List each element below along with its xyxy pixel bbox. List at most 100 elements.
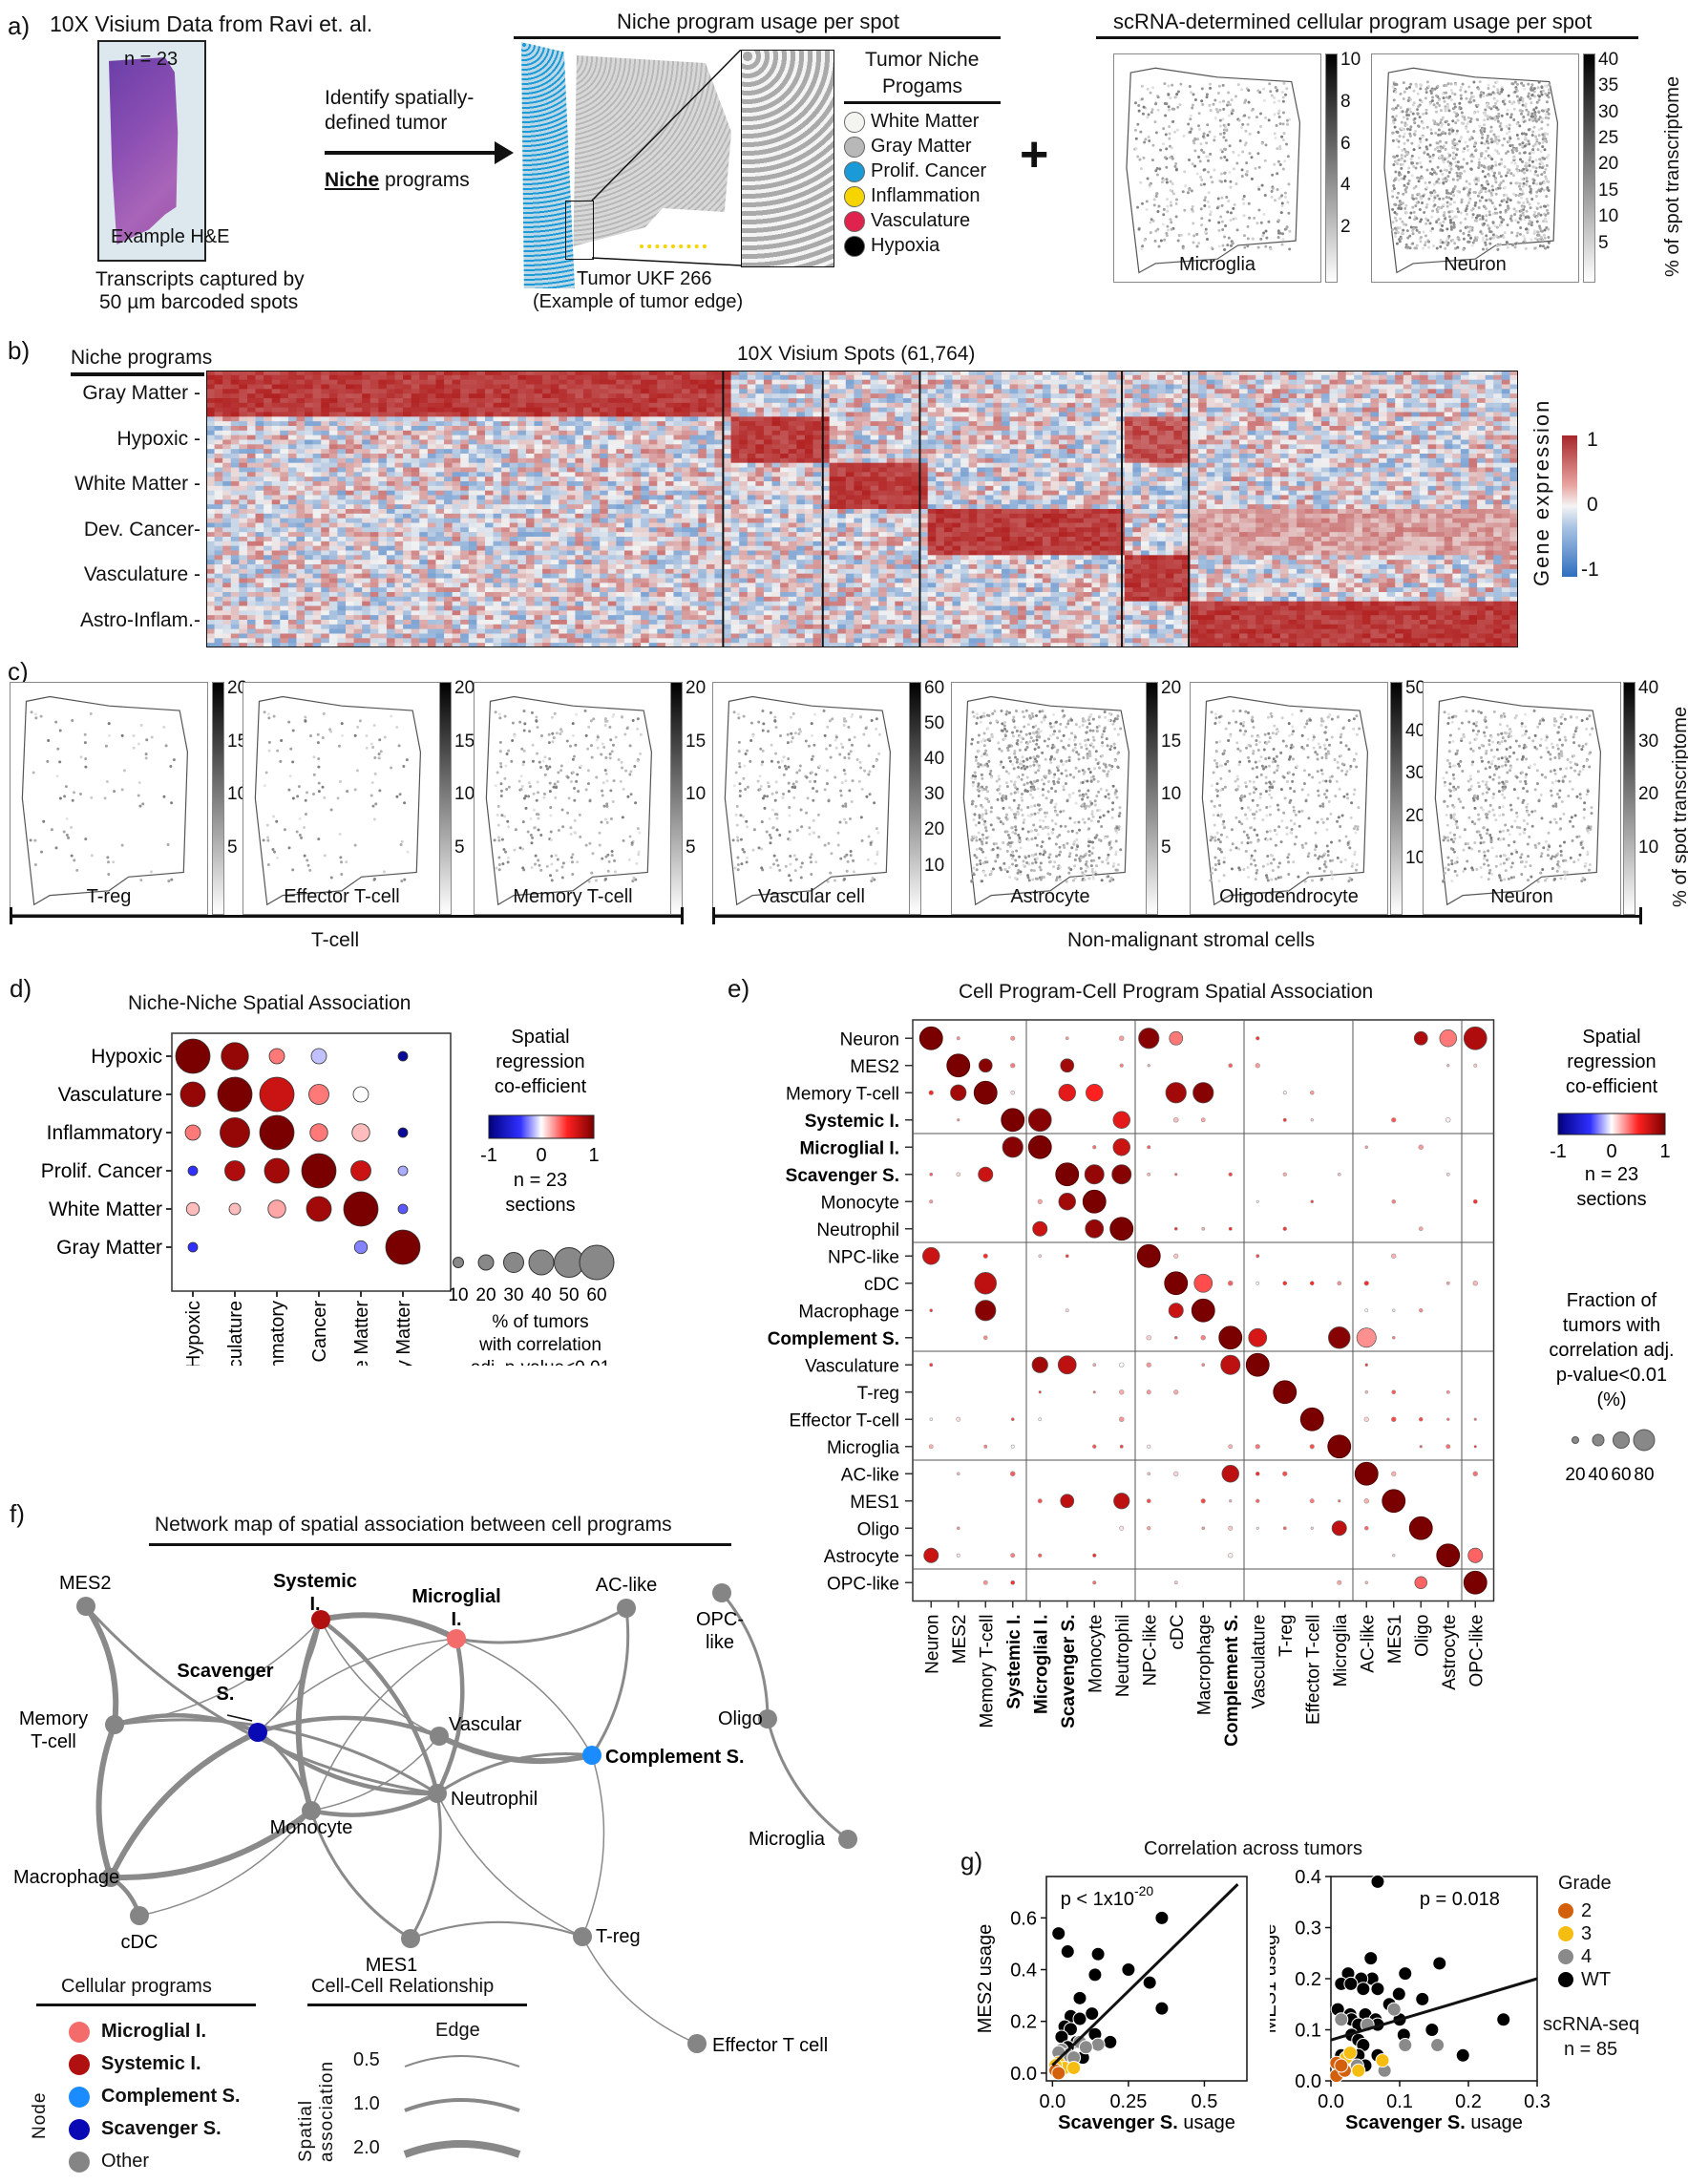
- heatmap-cell: [747, 398, 756, 404]
- heatmap-cell: [698, 374, 707, 381]
- heatmap-cell: [936, 481, 945, 487]
- heatmap-cell: [919, 467, 929, 473]
- heatmap-cell: [960, 444, 970, 450]
- heatmap-cell: [1206, 472, 1215, 477]
- heatmap-cell: [723, 389, 732, 394]
- heatmap-cell: [1157, 402, 1167, 409]
- heatmap-cell: [353, 444, 363, 450]
- heatmap-cell: [739, 444, 749, 450]
- heatmap-cell: [509, 454, 518, 459]
- heatmap-cell: [534, 504, 543, 510]
- heatmap-cell: [1468, 472, 1478, 477]
- heatmap-cell: [1370, 393, 1380, 399]
- heatmap-cell: [993, 371, 1002, 376]
- heatmap-cell: [550, 374, 559, 381]
- heatmap-cell: [1042, 430, 1052, 436]
- heatmap-cell: [821, 435, 831, 440]
- heatmap-cell: [747, 457, 756, 464]
- heatmap-cell: [763, 393, 773, 399]
- heatmap-cell: [1018, 485, 1027, 492]
- heatmap-cell: [1222, 485, 1232, 492]
- heatmap-cell: [280, 371, 289, 376]
- heatmap-cell: [1255, 374, 1265, 381]
- heatmap-cell: [1297, 421, 1306, 427]
- heatmap-cell: [255, 467, 264, 473]
- heatmap-cell: [394, 457, 404, 464]
- heatmap-cell: [812, 416, 822, 422]
- heatmap-cell: [1042, 412, 1052, 417]
- heatmap-cell: [845, 435, 855, 440]
- heatmap-cell: [788, 374, 797, 381]
- heatmap-cell: [394, 485, 404, 492]
- heatmap-cell: [452, 477, 461, 482]
- heatmap-cell: [1272, 374, 1281, 381]
- heatmap-cell: [1288, 371, 1298, 376]
- heatmap-cell: [525, 398, 535, 404]
- heatmap-cell: [1436, 467, 1445, 473]
- heatmap-cell: [1247, 407, 1256, 413]
- heatmap-cell: [468, 504, 477, 510]
- heatmap-cell: [870, 449, 879, 455]
- heatmap-cell: [559, 477, 568, 482]
- heatmap-cell: [1100, 393, 1109, 399]
- heatmap-cell: [386, 449, 396, 455]
- heatmap-cell: [1279, 457, 1290, 464]
- heatmap-cell: [1379, 495, 1388, 500]
- heatmap-cell: [960, 477, 970, 482]
- heatmap-cell: [255, 439, 264, 445]
- heatmap-cell: [280, 485, 289, 492]
- heatmap-cell: [419, 435, 429, 440]
- heatmap-cell: [1329, 412, 1339, 417]
- heatmap-cell: [369, 490, 379, 496]
- heatmap-cell: [1444, 454, 1453, 459]
- heatmap-cell: [739, 407, 749, 413]
- heatmap-cell: [444, 499, 454, 505]
- heatmap-cell: [1157, 454, 1167, 459]
- heatmap-cell: [616, 472, 625, 477]
- heatmap-cell: [1386, 402, 1396, 409]
- heatmap-cell: [1272, 499, 1281, 505]
- heatmap-cell: [1050, 402, 1060, 409]
- heatmap-cell: [1108, 462, 1117, 468]
- heatmap-cell: [312, 457, 322, 464]
- heatmap-cell: [296, 462, 306, 468]
- heatmap-cell: [689, 374, 699, 381]
- heatmap-cell: [1009, 384, 1019, 390]
- heatmap-cell: [845, 509, 855, 515]
- heatmap-cell: [878, 421, 888, 427]
- heatmap-cell: [796, 457, 806, 464]
- heatmap-cell: [977, 412, 986, 417]
- heatmap-cell: [1190, 384, 1199, 390]
- heatmap-cell: [296, 426, 306, 432]
- heatmap-cell: [689, 421, 699, 427]
- heatmap-cell: [1001, 504, 1011, 510]
- heatmap-cell: [788, 421, 797, 427]
- heatmap-cell: [386, 462, 396, 468]
- heatmap-cell: [1411, 407, 1421, 413]
- heatmap-cell: [1452, 457, 1462, 464]
- heatmap-cell: [468, 467, 477, 473]
- heatmap-cell: [214, 398, 223, 404]
- heatmap-cell: [362, 371, 371, 376]
- heatmap-cell: [1263, 457, 1273, 464]
- heatmap-cell: [1436, 374, 1445, 381]
- heatmap-cell: [435, 481, 445, 487]
- heatmap-cell: [927, 421, 937, 427]
- heatmap-cell: [1329, 389, 1339, 394]
- heatmap-cell: [755, 389, 765, 394]
- heatmap-cell: [1379, 407, 1388, 413]
- heatmap-cell: [1132, 504, 1142, 510]
- heatmap-cell: [714, 449, 724, 455]
- heatmap-cell: [378, 485, 388, 492]
- heatmap-cell: [714, 495, 724, 500]
- heatmap-cell: [591, 421, 601, 427]
- heatmap-cell: [1338, 407, 1347, 413]
- heatmap-cell: [919, 389, 929, 394]
- heatmap-cell: [1042, 457, 1052, 464]
- heatmap-cell: [1460, 504, 1469, 510]
- heatmap-cell: [862, 490, 872, 496]
- heatmap-cell: [763, 467, 773, 473]
- heatmap-cell: [739, 412, 749, 417]
- heatmap-cell: [264, 449, 273, 455]
- heatmap-cell: [657, 398, 666, 404]
